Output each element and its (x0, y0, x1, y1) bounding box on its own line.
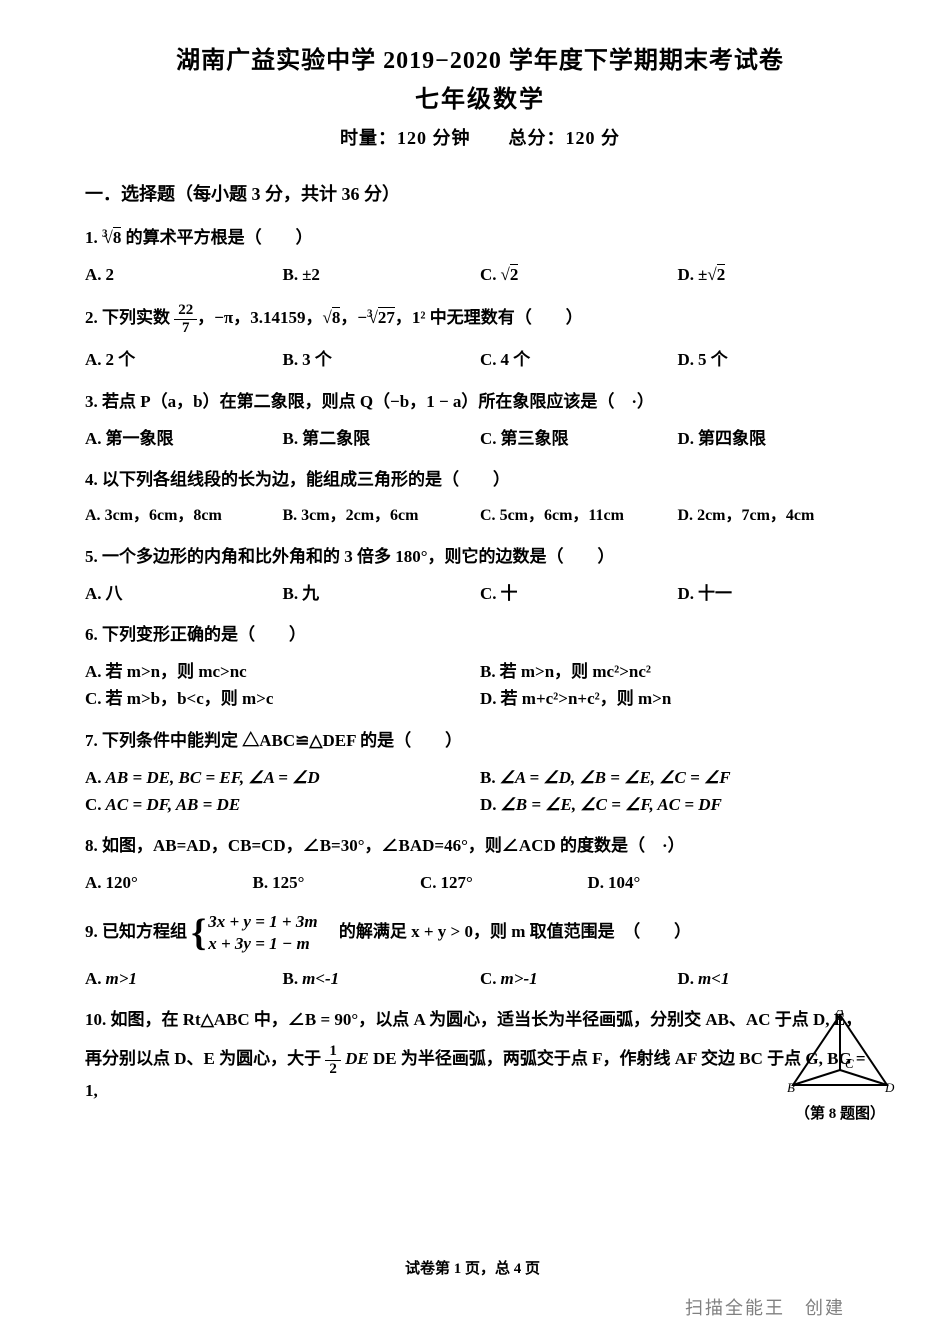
section-1-title: 一．选择题（每小题 3 分，共计 36 分） (85, 180, 875, 206)
q7-stem: 7. 下列条件中能判定 △ABC≌△DEF 的是（ ） (85, 727, 875, 754)
page-footer: 试卷第 1 页，总 4 页 (0, 1257, 945, 1278)
q9-stem: 9. 已知方程组 { 3x + y = 1 + 3m x + 3y = 1 − … (85, 911, 875, 955)
q5-opt-b: B.九 (283, 580, 481, 607)
figure-q8: A B C D （第 8 题图） (785, 1010, 895, 1123)
title-line-1: 湖南广益实验中学 2019−2020 学年度下学期期末考试卷 (85, 40, 875, 75)
figure-q8-caption: （第 8 题图） (785, 1102, 895, 1123)
q8-options: A.120° B.125° C.127° D.104° (85, 869, 755, 896)
scan-watermark: 扫描全能王 创建 (685, 1294, 845, 1320)
q4-opt-d: D.2cm，7cm，4cm (678, 503, 876, 529)
q3-stem: 3. 若点 P（a，b）在第二象限，则点 Q（−b，1 − a）所在象限应该是（… (85, 388, 875, 415)
q5-opt-c: C.十 (480, 580, 678, 607)
q9-opt-b: B.m<-1 (283, 965, 481, 992)
q9-opt-d: D.m<1 (678, 965, 876, 992)
svg-text:D: D (884, 1080, 895, 1095)
q7-opt-a: A.AB = DE, BC = EF, ∠A = ∠D (85, 764, 480, 791)
q5-stem: 5. 一个多边形的内角和比外角和的 3 倍多 180°，则它的边数是（ ） (85, 543, 875, 570)
title-line-2: 七年级数学 (85, 79, 875, 114)
q3-opt-c: C.第三象限 (480, 425, 678, 452)
q2-opt-d: D.5 个 (678, 346, 876, 373)
q1-opt-b: B.±2 (283, 261, 481, 288)
exam-header: 湖南广益实验中学 2019−2020 学年度下学期期末考试卷 七年级数学 时量：… (85, 40, 875, 150)
question-4: 4. 以下列各组线段的长为边，能组成三角形的是（ ） A.3cm，6cm，8cm… (85, 466, 875, 529)
q2-opt-a: A.2 个 (85, 346, 283, 373)
q6-opt-b: B.若 m>n，则 mc²>nc² (480, 658, 875, 685)
svg-text:C: C (845, 1056, 854, 1071)
q6-opt-a: A.若 m>n，则 mc>nc (85, 658, 480, 685)
q3-opt-d: D.第四象限 (678, 425, 876, 452)
question-5: 5. 一个多边形的内角和比外角和的 3 倍多 180°，则它的边数是（ ） A.… (85, 543, 875, 607)
q2-options: A.2 个 B.3 个 C.4 个 D.5 个 (85, 346, 875, 373)
q5-options: A.八 B.九 C.十 D.十一 (85, 580, 875, 607)
q7-opt-c: C.AC = DF, AB = DE (85, 791, 480, 818)
q7-opt-b: B.∠A = ∠D, ∠B = ∠E, ∠C = ∠F (480, 764, 875, 791)
q1-stem: 1. 3√8 的算术平方根是（ ） (85, 224, 875, 251)
q6-options: A.若 m>n，则 mc>nc B.若 m>n，则 mc²>nc² C.若 m>… (85, 658, 875, 712)
kite-diagram-icon: A B C D (785, 1010, 895, 1095)
q3-opt-a: A.第一象限 (85, 425, 283, 452)
q3-opt-b: B.第二象限 (283, 425, 481, 452)
question-6: 6. 下列变形正确的是（ ） A.若 m>n，则 mc>nc B.若 m>n，则… (85, 621, 875, 713)
q8-opt-b: B.125° (253, 869, 421, 896)
q9-opt-c: C.m>-1 (480, 965, 678, 992)
question-8: 8. 如图，AB=AD，CB=CD，∠B=30°，∠BAD=46°，则∠ACD … (85, 832, 875, 896)
svg-text:B: B (787, 1080, 795, 1095)
q8-opt-d: D.104° (588, 869, 756, 896)
question-7: 7. 下列条件中能判定 △ABC≌△DEF 的是（ ） A.AB = DE, B… (85, 727, 875, 819)
q8-opt-a: A.120° (85, 869, 253, 896)
question-3: 3. 若点 P（a，b）在第二象限，则点 Q（−b，1 − a）所在象限应该是（… (85, 388, 875, 452)
q6-stem: 6. 下列变形正确的是（ ） (85, 621, 875, 648)
q7-opt-d: D.∠B = ∠E, ∠C = ∠F, AC = DF (480, 791, 875, 818)
q10-line2: 再分别以点 D、E 为圆心，大于 12 DE DE 为半径画弧，两弧交于点 F，… (85, 1043, 875, 1104)
q4-options: A.3cm，6cm，8cm B.3cm，2cm，6cm C.5cm，6cm，11… (85, 503, 875, 529)
q2-opt-c: C.4 个 (480, 346, 678, 373)
q1-opt-a: A.2 (85, 261, 283, 288)
q4-stem: 4. 以下列各组线段的长为边，能组成三角形的是（ ） (85, 466, 875, 493)
q3-options: A.第一象限 B.第二象限 C.第三象限 D.第四象限 (85, 425, 875, 452)
q1-options: A.2 B.±2 C.√2 D.±√2 (85, 261, 875, 288)
q2-stem: 2. 下列实数 227，−π，3.14159，√8，−3√27，1² 中无理数有… (85, 302, 875, 336)
q4-opt-a: A.3cm，6cm，8cm (85, 503, 283, 529)
q10-line1: 10. 如图，在 Rt△ABC 中，∠B = 90°，以点 A 为圆心，适当长为… (85, 1006, 875, 1033)
q8-opt-c: C.127° (420, 869, 588, 896)
question-10: 10. 如图，在 Rt△ABC 中，∠B = 90°，以点 A 为圆心，适当长为… (85, 1006, 875, 1104)
q9-opt-a: A.m>1 (85, 965, 283, 992)
q7-options: A.AB = DE, BC = EF, ∠A = ∠D B.∠A = ∠D, ∠… (85, 764, 875, 818)
q6-opt-d: D.若 m+c²>n+c²，则 m>n (480, 685, 875, 712)
q8-stem: 8. 如图，AB=AD，CB=CD，∠B=30°，∠BAD=46°，则∠ACD … (85, 832, 755, 859)
question-2: 2. 下列实数 227，−π，3.14159，√8，−3√27，1² 中无理数有… (85, 302, 875, 373)
question-1: 1. 3√8 的算术平方根是（ ） A.2 B.±2 C.√2 D.±√2 (85, 224, 875, 288)
q5-opt-d: D.十一 (678, 580, 876, 607)
q9-options: A.m>1 B.m<-1 C.m>-1 D.m<1 (85, 965, 875, 992)
q4-opt-b: B.3cm，2cm，6cm (283, 503, 481, 529)
exam-meta: 时量：120 分钟 总分：120 分 (85, 124, 875, 150)
q5-opt-a: A.八 (85, 580, 283, 607)
question-9: 9. 已知方程组 { 3x + y = 1 + 3m x + 3y = 1 − … (85, 911, 875, 992)
q1-opt-c: C.√2 (480, 261, 678, 288)
q2-opt-b: B.3 个 (283, 346, 481, 373)
q1-opt-d: D.±√2 (678, 261, 876, 288)
q6-opt-c: C.若 m>b，b<c，则 m>c (85, 685, 480, 712)
svg-text:A: A (835, 1010, 844, 1017)
q4-opt-c: C.5cm，6cm，11cm (480, 503, 678, 529)
